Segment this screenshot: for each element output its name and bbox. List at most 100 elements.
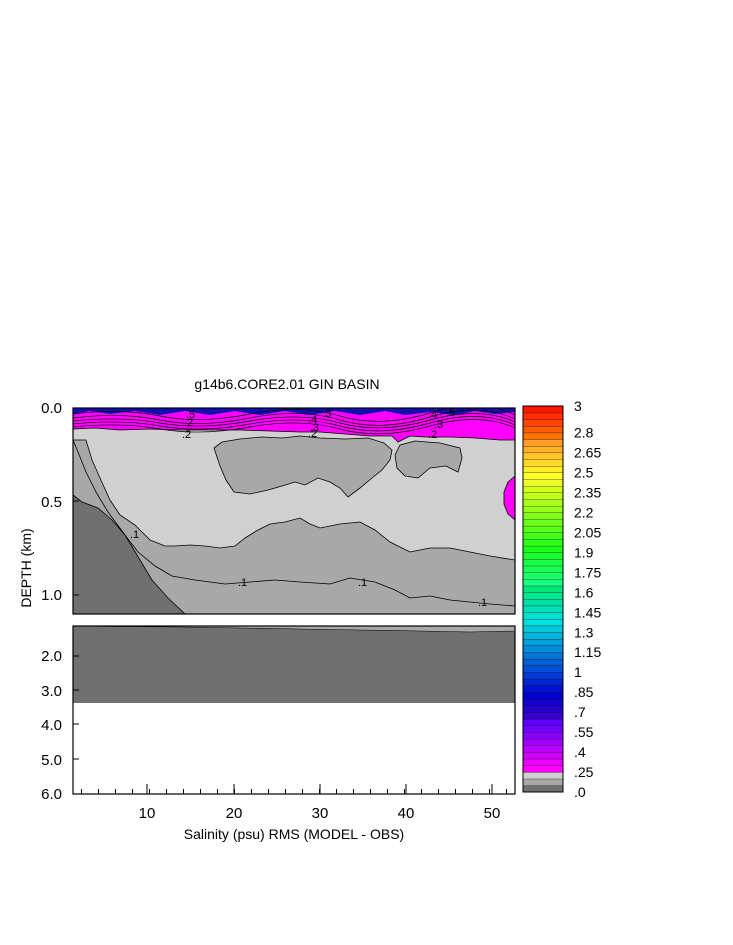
- y-axis-lower: 2.0 3.0 4.0 5.0 6.0: [41, 648, 79, 803]
- contour-label: .2: [308, 428, 317, 440]
- colorbar-band: [522, 725, 564, 733]
- contour-label: .1: [238, 577, 247, 589]
- colorbar-band: [522, 751, 564, 760]
- seafloor-land: [73, 703, 515, 794]
- contour-label: .4: [308, 414, 317, 426]
- colorbar-band: [522, 538, 564, 547]
- lower-region-0.0-0.1: [73, 626, 515, 703]
- x-axis-label: Salinity (psu) RMS (MODEL - OBS): [184, 826, 404, 842]
- contour-label: .2: [428, 429, 437, 441]
- y-tick-label: 2.0: [41, 648, 62, 665]
- colorbar-band: [522, 711, 564, 720]
- upper-panel-frame: [72, 407, 516, 615]
- colorbar-band: [522, 425, 564, 434]
- region-deep-blue-top: [73, 408, 515, 415]
- colorbar-band: [522, 771, 564, 780]
- colorbar-band: [522, 785, 564, 793]
- colorbar-frame: [522, 405, 564, 793]
- colorbar-band: [522, 499, 564, 507]
- y-tick-label: 4.0: [41, 717, 62, 734]
- colorbar-band: [522, 432, 564, 440]
- colorbar-band: [522, 585, 564, 593]
- x-axis: 10 20 30 40 50: [81, 784, 507, 822]
- colorbar-band: [522, 565, 564, 573]
- colorbar-band: [522, 598, 564, 607]
- colorbar-band: [522, 738, 564, 746]
- colorbar-band: [522, 412, 564, 420]
- contour-0.1-line: [73, 439, 515, 607]
- colorbar-tick-label: 2.65: [574, 445, 601, 461]
- colorbar-tick-label: .7: [574, 704, 586, 720]
- x-tick-label: 30: [312, 805, 329, 822]
- colorbar-tick-label: .85: [574, 684, 594, 700]
- colorbar-band: [522, 558, 564, 567]
- colorbar-tick-label: .25: [574, 764, 594, 780]
- colorbar-band: [522, 518, 564, 527]
- contour-label: .3: [310, 422, 319, 434]
- colorbar-band: [522, 698, 564, 706]
- x-tick-label: 50: [484, 805, 501, 822]
- colorbar-band: [522, 692, 564, 700]
- colorbar-band: [522, 632, 564, 640]
- colorbar-band: [522, 472, 564, 480]
- colorbar-tick-label: 1: [574, 664, 582, 680]
- region-0.0-0.1: [73, 494, 186, 614]
- colorbar-band: [522, 618, 564, 627]
- colorbar-tick-label: 1.15: [574, 644, 601, 660]
- colorbar-band: [522, 672, 564, 680]
- colorbar-band: [522, 525, 564, 533]
- colorbar-band: [522, 512, 564, 520]
- colorbar-band: [522, 459, 564, 467]
- y-tick-label: 0.5: [41, 494, 62, 511]
- contour-label: .1: [358, 577, 367, 589]
- y-tick-label: 6.0: [41, 786, 62, 803]
- x-tick-label: 20: [226, 805, 243, 822]
- y-axis-upper: 0.0 0.5 1.0: [41, 400, 79, 604]
- contour-label: .2: [182, 429, 191, 441]
- colorbar-band: [522, 605, 564, 613]
- colorbar-band: [522, 419, 564, 427]
- contour-label: .3: [322, 408, 331, 420]
- colorbar-band: [522, 485, 564, 493]
- colorbar-tick-label: 1.9: [574, 544, 594, 560]
- colorbar-band: [522, 545, 564, 553]
- y-tick-label: 1.0: [41, 587, 62, 604]
- lower-panel-frame: [72, 625, 516, 795]
- colorbar-tick-label: 2.35: [574, 485, 601, 501]
- colorbar-tick-label: .4: [574, 744, 586, 760]
- colorbar-tick-label: 3: [574, 398, 582, 414]
- lower-region-0.1-0.2-sliver: [73, 626, 515, 633]
- colorbar-band: [522, 572, 564, 580]
- colorbar-tick-label: 1.75: [574, 564, 601, 580]
- colorbar-bands: [522, 405, 564, 793]
- colorbar-tick-label: 2.8: [574, 425, 594, 441]
- colorbar-band: [522, 492, 564, 500]
- colorbar-band: [522, 658, 564, 667]
- upper-panel: .5 .2 .4 .3 .3 .2 .2 .4 .3 .2 .5 .1 .1 .…: [73, 408, 515, 614]
- colorbar-labels: .0 .25 .4 .55 .7 .85 1 1.15 1.3 1.45 1.6 1.75 1.9 2.0…: [574, 398, 601, 800]
- colorbar-band: [522, 678, 564, 686]
- colorbar-band: [522, 625, 564, 633]
- colorbar-band: [522, 638, 564, 647]
- colorbar-band: [522, 452, 564, 460]
- colorbar-band: [522, 445, 564, 454]
- colorbar-band: [522, 645, 564, 653]
- colorbar-band: [522, 778, 564, 786]
- colorbar-band: [522, 758, 564, 766]
- region-magenta-top: [73, 408, 515, 443]
- colorbar-tick-label: 1.6: [574, 584, 594, 600]
- chart-title: g14b6.CORE2.01 GIN BASIN: [194, 376, 379, 392]
- y-tick-label: 3.0: [41, 683, 62, 700]
- colorbar: .0 .25 .4 .55 .7 .85 1 1.15 1.3 1.45 1.6 1.75 1.9 2.0…: [522, 398, 601, 800]
- contour-label: .1: [130, 529, 139, 541]
- colorbar-band: [522, 652, 564, 660]
- contour-label: .3: [434, 419, 443, 431]
- colorbar-band: [522, 405, 564, 414]
- colorbar-band: [522, 592, 564, 600]
- colorbar-tick-label: 1.45: [574, 604, 601, 620]
- contour-label: .2: [184, 417, 193, 429]
- colorbar-band: [522, 731, 564, 740]
- colorbar-band: [522, 705, 564, 713]
- x-tick-label: 40: [398, 805, 415, 822]
